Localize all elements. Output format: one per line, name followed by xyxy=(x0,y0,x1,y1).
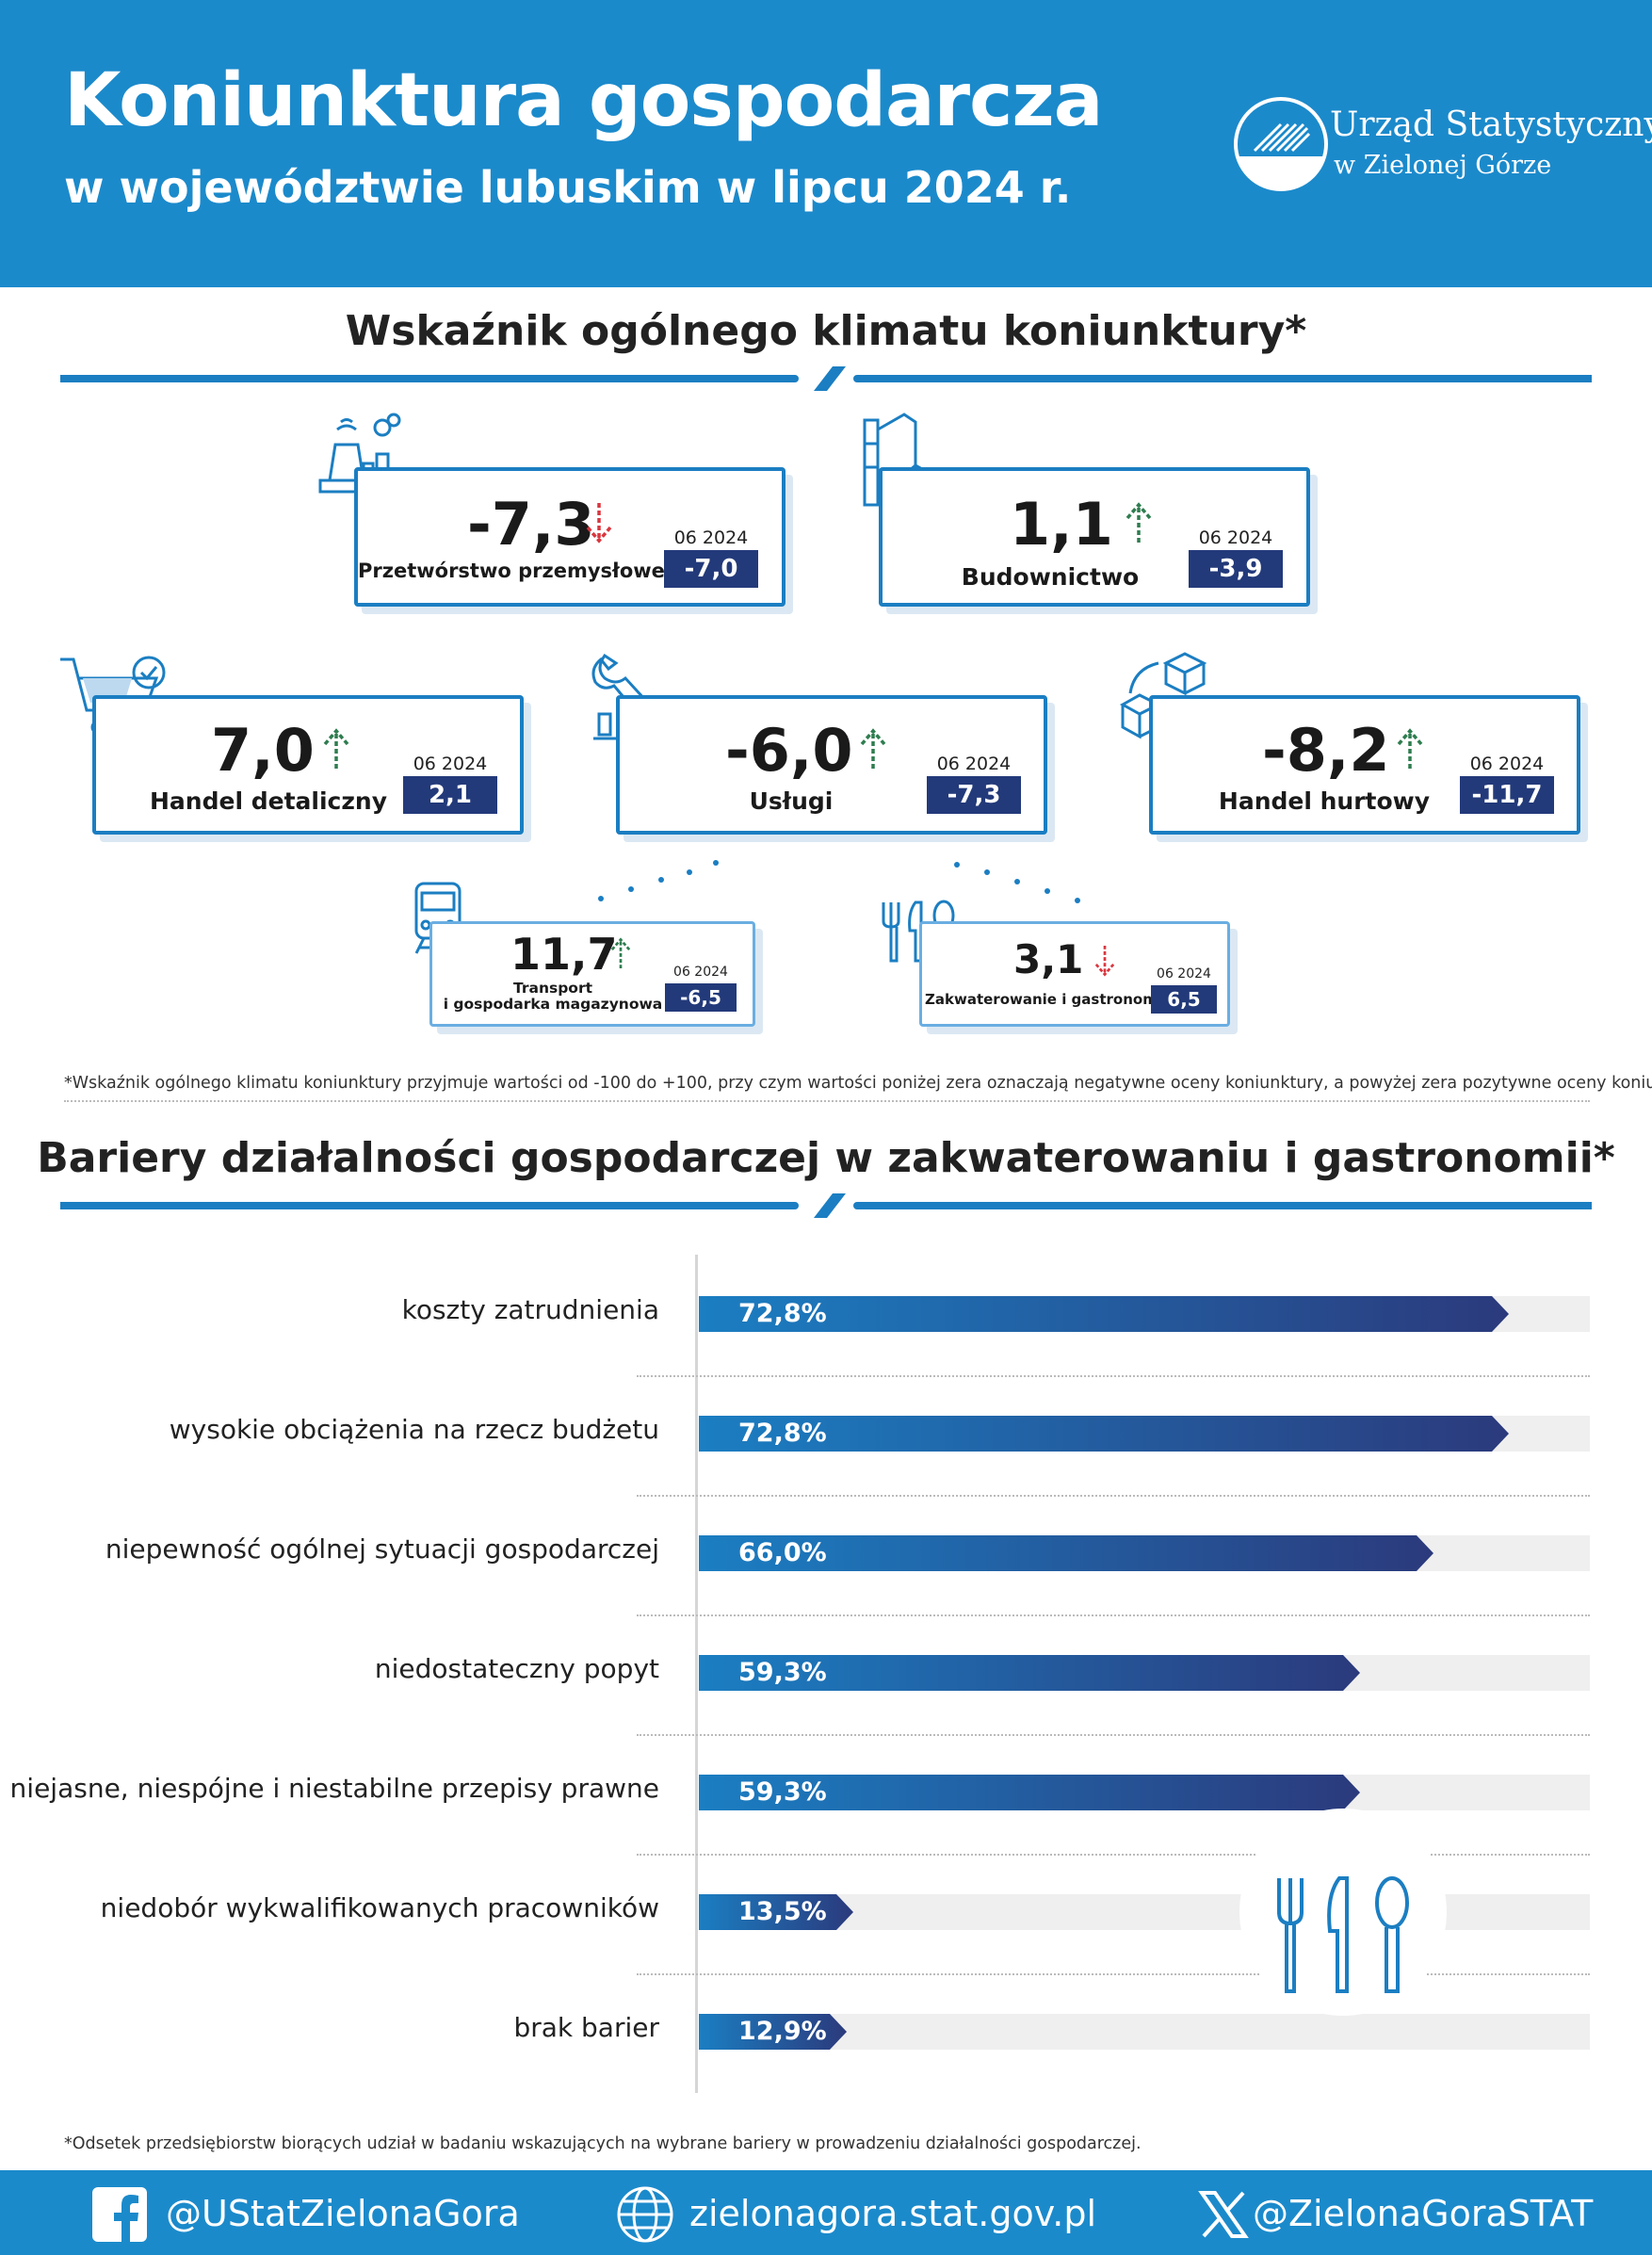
value-uslugi: -6,0 xyxy=(725,716,853,785)
page-subtitle: w województwie lubuskim w lipcu 2024 r. xyxy=(64,162,1072,213)
bar-value-label: 66,0% xyxy=(738,1538,827,1567)
bar-category-label: niedobór wykwalifikowanych pracowników xyxy=(100,1892,659,1923)
bar xyxy=(699,1535,1433,1571)
bar-value-label: 12,9% xyxy=(738,2017,827,2046)
bar xyxy=(699,1894,853,1930)
bar-category-label: niedostateczny popyt xyxy=(374,1653,659,1684)
value-handel-hurtowy: -8,2 xyxy=(1262,716,1390,785)
cutlery-badge xyxy=(1239,1809,1447,2016)
bar-value-label: 59,3% xyxy=(738,1777,827,1807)
value-zakwaterowanie: 3,1 xyxy=(1013,936,1084,982)
indicator-section-title: Wskaźnik ogólnego klimatu koniunktury* xyxy=(345,307,1307,355)
bar-category-label: niepewność ogólnej sytuacji gospodarczej xyxy=(105,1533,659,1565)
label-transport-line2: i gospodarka magazynowa xyxy=(443,996,663,1013)
arrow-up-icon xyxy=(1394,727,1426,771)
row-separator xyxy=(637,1495,1590,1497)
prev-period: 06 2024 xyxy=(1469,754,1545,774)
row-separator xyxy=(637,1854,1590,1856)
bar-category-label: wysokie obciążenia na rzecz budżetu xyxy=(169,1414,659,1445)
arrow-up-icon xyxy=(857,727,889,771)
bar xyxy=(699,2014,847,2050)
prev-period: 06 2024 xyxy=(673,965,728,980)
section-divider xyxy=(60,366,1592,391)
label-handel-detaliczny: Handel detaliczny xyxy=(150,787,387,815)
dots-decoration xyxy=(954,862,1080,903)
bar-category-label: koszty zatrudnienia xyxy=(401,1294,659,1325)
label-handel-hurtowy: Handel hurtowy xyxy=(1218,787,1431,815)
bar xyxy=(699,1775,1360,1810)
prev-value: -11,7 xyxy=(1460,776,1554,814)
bar-track xyxy=(699,2014,1590,2050)
label-budownictwo: Budownictwo xyxy=(961,563,1140,591)
org-name: Urząd Statystyczny xyxy=(1330,105,1652,144)
row-separator xyxy=(637,1614,1590,1616)
facebook-icon[interactable] xyxy=(92,2187,147,2246)
bar-category-label: niejasne, niespójne i niestabilne przepi… xyxy=(9,1773,659,1804)
footer-bar xyxy=(0,2170,1652,2255)
prev-period: 06 2024 xyxy=(413,754,488,774)
arrow-down-icon xyxy=(583,501,615,544)
facebook-link[interactable]: @UStatZielonaGora xyxy=(166,2193,520,2234)
bar-value-label: 59,3% xyxy=(738,1658,827,1687)
value-budownictwo: 1,1 xyxy=(1010,490,1113,559)
arrow-down-icon xyxy=(1093,944,1117,978)
prev-value: 6,5 xyxy=(1151,985,1217,1014)
row-separator xyxy=(637,1973,1590,1975)
dotted-separator xyxy=(64,1100,1590,1102)
label-zakwaterowanie: Zakwaterowanie i gastronomia xyxy=(925,991,1173,1008)
logo-icon xyxy=(1234,87,1375,202)
label-przetworstwo: Przetwórstwo przemysłowe xyxy=(358,560,665,582)
globe-icon[interactable] xyxy=(616,2185,674,2247)
prev-period: 06 2024 xyxy=(1198,527,1273,548)
website-link[interactable]: zielonagora.stat.gov.pl xyxy=(689,2193,1097,2234)
barriers-footnote: *Odsetek przedsiębiorstw biorących udzia… xyxy=(64,2134,1142,2153)
bar xyxy=(699,1296,1509,1332)
bar xyxy=(699,1416,1509,1452)
value-przetworstwo: -7,3 xyxy=(467,490,595,559)
arrow-up-icon xyxy=(320,727,352,771)
cutlery-icon xyxy=(1271,1874,1415,1999)
section-divider xyxy=(60,1193,1592,1218)
prev-period: 06 2024 xyxy=(673,527,749,548)
prev-value: -7,0 xyxy=(664,550,758,588)
org-city: w Zielonej Górze xyxy=(1334,151,1552,180)
page-title: Koniunktura gospodarcza xyxy=(64,58,1103,143)
arrow-up-icon xyxy=(1123,501,1155,544)
prev-period: 06 2024 xyxy=(936,754,1012,774)
header-banner xyxy=(0,0,1652,287)
arrow-up-icon xyxy=(608,936,633,970)
label-transport-line1: Transport xyxy=(512,980,593,997)
label-uslugi: Usługi xyxy=(749,787,834,815)
chart-axis xyxy=(695,1255,698,2093)
bar-value-label: 13,5% xyxy=(738,1897,827,1926)
dots-decoration xyxy=(598,860,719,901)
prev-period: 06 2024 xyxy=(1157,966,1211,981)
prev-value: -7,3 xyxy=(927,776,1021,814)
x-link[interactable]: @ZielonaGoraSTAT xyxy=(1253,2193,1594,2234)
row-separator xyxy=(637,1734,1590,1736)
prev-value: -3,9 xyxy=(1189,550,1283,588)
value-handel-detaliczny: 7,0 xyxy=(211,716,315,785)
card-handel-hurtowy xyxy=(1149,695,1580,835)
indicator-footnote: *Wskaźnik ogólnego klimatu koniunktury p… xyxy=(64,1074,1652,1093)
row-separator xyxy=(637,1375,1590,1377)
bar-value-label: 72,8% xyxy=(738,1299,827,1328)
bar-category-label: brak barier xyxy=(513,2012,659,2043)
barriers-section-title: Bariery działalności gospodarczej w zakw… xyxy=(37,1134,1615,1182)
bar-value-label: 72,8% xyxy=(738,1419,827,1448)
bar xyxy=(699,1655,1360,1691)
x-icon[interactable] xyxy=(1198,2189,1249,2244)
prev-value: 2,1 xyxy=(403,776,497,814)
prev-value: -6,5 xyxy=(665,983,737,1012)
value-transport: 11,7 xyxy=(510,929,618,980)
